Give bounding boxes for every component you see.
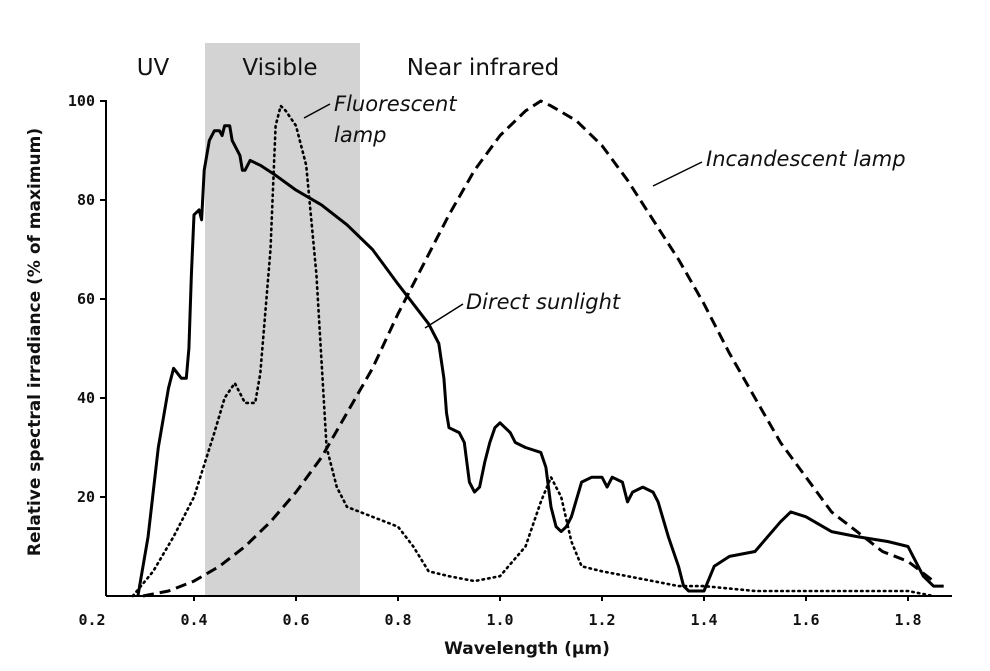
fluorescent-lamp-label-line1: Fluorescent (334, 92, 457, 116)
series-line-incandescent-lamp (142, 99, 935, 598)
x-axis-title: Wavelength (µm) (444, 639, 610, 659)
series-line-fluorescent-lamp (131, 104, 935, 598)
x-tick-label: 0.2 (78, 611, 105, 629)
label-leader-lines (303, 103, 703, 329)
y-tick-label: 60 (77, 290, 95, 308)
y-axis-title: Relative spectral irradiance (% of maxim… (25, 128, 45, 556)
series-labels: Fluorescent lamp Incandescent lamp Direc… (334, 92, 906, 314)
region-labels: UV Visible Near infrared (137, 55, 560, 81)
series-line-direct-sunlight (136, 124, 944, 597)
y-tick-label: 80 (77, 191, 95, 209)
sunlight-leader-line (424, 303, 464, 329)
x-axis-ticks: 0.2 0.4 0.6 0.8 1.0 1.2 1.4 1.6 1.8 (78, 596, 922, 629)
series-layer (131, 99, 944, 598)
x-tick-label: 1.6 (792, 611, 819, 629)
y-tick-label: 40 (77, 389, 95, 407)
axes (105, 100, 952, 597)
x-tick-label: 1.4 (690, 611, 717, 629)
uv-region-label: UV (137, 55, 170, 81)
y-axis-ticks: 20 40 60 80 100 (68, 92, 106, 506)
visible-region-label: Visible (242, 55, 317, 81)
fluorescent-lamp-label-line2: lamp (334, 123, 387, 147)
incandescent-leader-line (652, 161, 703, 187)
x-tick-label: 0.6 (282, 611, 309, 629)
x-tick-label: 1.2 (588, 611, 615, 629)
x-tick-label: 0.4 (180, 611, 207, 629)
direct-sunlight-label: Direct sunlight (466, 290, 621, 314)
y-tick-label: 100 (68, 92, 95, 110)
x-tick-label: 0.8 (384, 611, 411, 629)
x-tick-label: 1.8 (894, 611, 921, 629)
y-tick-label: 20 (77, 488, 95, 506)
fluorescent-leader-line (303, 103, 331, 119)
x-tick-label: 1.0 (486, 611, 513, 629)
incandescent-lamp-label: Incandescent lamp (706, 147, 906, 171)
near-infrared-region-label: Near infrared (407, 55, 560, 81)
